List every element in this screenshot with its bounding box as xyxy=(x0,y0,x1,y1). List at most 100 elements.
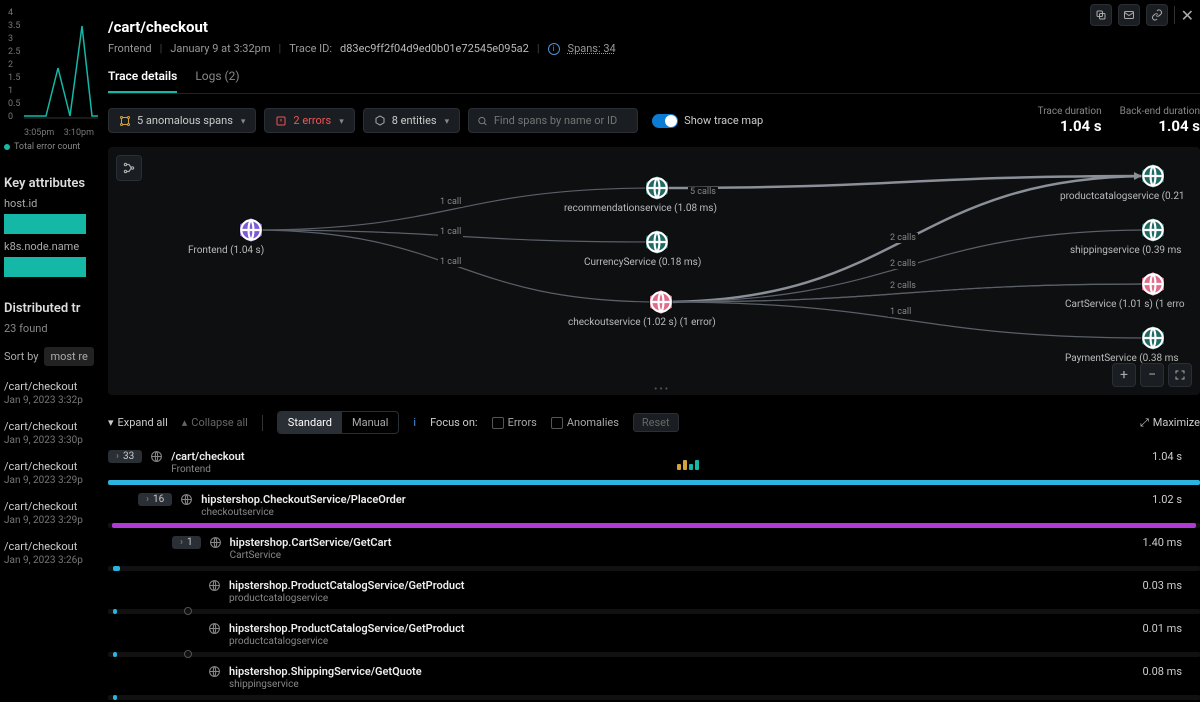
show-map-toggle[interactable]: Show trace map xyxy=(652,114,763,128)
header-service: Frontend xyxy=(108,42,152,55)
attribute-bar[interactable] xyxy=(4,257,86,277)
view-segment: StandardManual xyxy=(277,411,400,434)
span-count-badge[interactable]: 1 xyxy=(172,536,201,549)
edge-label: 2 calls xyxy=(888,281,918,291)
resize-handle[interactable]: ••• xyxy=(654,384,670,395)
service-node-label: CurrencyService (0.18 ms) xyxy=(584,257,701,268)
tab-trace-details[interactable]: Trace details xyxy=(108,69,177,93)
chart-ytick: 4 xyxy=(8,8,13,18)
trace-map[interactable]: + − ••• 1 call 1 call 1 call 5 calls 2 calls… xyxy=(108,147,1200,395)
attribute-label: host.id xyxy=(4,197,94,210)
zoom-in-icon[interactable]: + xyxy=(1112,363,1136,387)
service-node-checkout[interactable] xyxy=(648,289,674,315)
span-name: hipstershop.CartService/GetCart xyxy=(230,536,392,549)
chart-ytick: 1 xyxy=(8,86,13,96)
span-duration: 1.40 ms xyxy=(1143,536,1200,549)
span-bar-track xyxy=(108,480,1200,485)
span-service: productcatalogservice xyxy=(229,636,465,647)
edge-label: 1 call xyxy=(888,307,913,317)
chart-ytick: 3.5 xyxy=(8,21,21,31)
edge-label: 1 call xyxy=(438,227,463,237)
span-service: productcatalogservice xyxy=(229,593,465,604)
expand-all[interactable]: ▾ Expand all xyxy=(108,416,168,429)
service-node-currency[interactable] xyxy=(644,229,670,255)
span-count-badge[interactable]: 33 xyxy=(108,450,142,463)
spans-link[interactable]: Spans: 34 xyxy=(568,42,616,55)
span-name: hipstershop.ProductCatalogService/GetPro… xyxy=(229,622,465,635)
edge-label: 2 calls xyxy=(888,259,918,269)
maximize-button[interactable]: ⤢ Maximize xyxy=(1140,416,1200,430)
segment-standard[interactable]: Standard xyxy=(278,412,342,433)
entities-pill[interactable]: 8 entities xyxy=(363,108,460,133)
entities-label: 8 entities xyxy=(392,114,437,127)
edge-label: 2 calls xyxy=(888,233,918,243)
span-service: checkoutservice xyxy=(201,507,405,518)
trace-id-label: Trace ID: xyxy=(289,42,332,55)
attribute-bar[interactable] xyxy=(4,214,86,234)
span-row[interactable]: hipstershop.ProductCatalogService/GetPro… xyxy=(108,573,1200,616)
span-name: /cart/checkout xyxy=(171,450,244,463)
trace-list-item[interactable]: /cart/checkoutJan 9, 2023 3:30p xyxy=(4,420,94,446)
service-node-label: PaymentService (0.38 ms xyxy=(1065,353,1179,364)
globe-icon xyxy=(150,450,163,466)
edge-label: 1 call xyxy=(438,257,463,267)
trace-list-item[interactable]: /cart/checkoutJan 9, 2023 3:26p xyxy=(4,540,94,566)
segment-manual[interactable]: Manual xyxy=(342,412,398,433)
sort-row: Sort by most re xyxy=(4,347,94,366)
collapse-all[interactable]: ▴ Collapse all xyxy=(182,416,248,429)
info-icon[interactable]: i xyxy=(413,416,416,429)
toggle-switch[interactable] xyxy=(652,114,678,128)
trace-list-item[interactable]: /cart/checkoutJan 9, 2023 3:32p xyxy=(4,380,94,406)
span-service: Frontend xyxy=(171,464,244,475)
anomalous-spans-pill[interactable]: 5 anomalous spans xyxy=(108,108,256,133)
span-count-badge[interactable]: 16 xyxy=(138,493,172,506)
chart-ytick: 2.5 xyxy=(8,47,21,57)
errors-checkbox[interactable]: Errors xyxy=(492,416,537,429)
backend-duration-label: Back-end duration xyxy=(1120,106,1200,117)
service-node-frontend[interactable] xyxy=(238,217,264,243)
chart-xlabel: 3:10pm xyxy=(64,128,94,138)
span-service: CartService xyxy=(230,550,392,561)
trace-duration-label: Trace duration xyxy=(1038,106,1102,117)
errors-pill[interactable]: 2 errors xyxy=(264,108,354,133)
span-row[interactable]: hipstershop.ProductCatalogService/GetPro… xyxy=(108,616,1200,659)
anomalies-checkbox[interactable]: Anomalies xyxy=(551,416,619,429)
distributed-heading: Distributed tr xyxy=(4,301,94,316)
service-node-cart[interactable] xyxy=(1140,271,1166,297)
globe-icon xyxy=(208,579,221,595)
span-row[interactable]: hipstershop.ShippingService/GetQuoteship… xyxy=(108,659,1200,702)
span-row[interactable]: 1 hipstershop.CartService/GetCartCartServ… xyxy=(108,530,1200,573)
service-node-recommendation[interactable] xyxy=(644,175,670,201)
sort-select[interactable]: most re xyxy=(44,347,93,366)
trace-id-value[interactable]: d83ec9ff2f04d9ed0b01e72545e095a2 xyxy=(340,42,529,55)
zoom-out-icon[interactable]: − xyxy=(1140,363,1164,387)
span-search[interactable] xyxy=(468,108,638,133)
edge-label: 5 calls xyxy=(688,187,718,197)
span-bar-track xyxy=(108,652,1200,657)
search-icon xyxy=(477,115,488,127)
trace-list-item[interactable]: /cart/checkoutJan 9, 2023 3:29p xyxy=(4,460,94,486)
span-row[interactable]: 16hipstershop.CheckoutService/PlaceOrder… xyxy=(108,487,1200,530)
service-node-productcatalog[interactable] xyxy=(1140,163,1166,189)
tab-logs-[interactable]: Logs (2) xyxy=(195,69,239,93)
chart-ytick: 3 xyxy=(8,34,13,44)
service-node-label: recommendationservice (1.08 ms) xyxy=(564,203,717,214)
trace-list-item[interactable]: /cart/checkoutJan 9, 2023 3:29p xyxy=(4,500,94,526)
service-node-shipping[interactable] xyxy=(1140,217,1166,243)
service-node-payment[interactable] xyxy=(1140,325,1166,351)
edge-label: 1 call xyxy=(438,197,463,207)
reset-button[interactable]: Reset xyxy=(633,413,679,432)
span-row[interactable]: 33/cart/checkoutFrontend1.04 s xyxy=(108,444,1200,487)
info-icon[interactable]: i xyxy=(548,43,560,55)
anomalous-label: 5 anomalous spans xyxy=(137,114,233,127)
search-input[interactable] xyxy=(494,114,629,127)
fit-icon[interactable] xyxy=(1168,363,1192,387)
found-count: 23 found xyxy=(4,322,94,335)
traffic-icon xyxy=(677,450,701,470)
globe-icon xyxy=(208,622,221,638)
span-duration: 0.08 ms xyxy=(1143,665,1200,678)
chart-ytick: 0.5 xyxy=(8,99,21,109)
sort-label: Sort by xyxy=(4,350,38,363)
span-bar-track xyxy=(108,695,1200,700)
span-bar-track xyxy=(108,609,1200,614)
